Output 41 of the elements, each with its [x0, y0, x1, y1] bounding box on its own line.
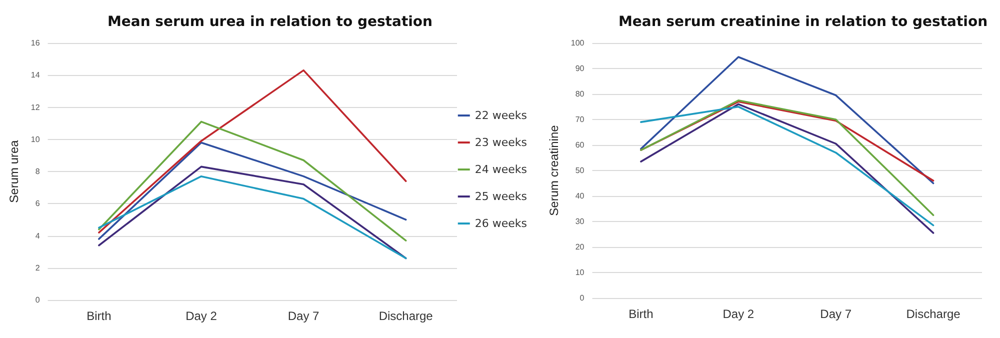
- y-tick-label: 60: [575, 140, 585, 150]
- line-series: [640, 56, 934, 184]
- legend-label: 24 weeks: [474, 163, 528, 176]
- y-axis-title: Serum urea: [7, 140, 21, 203]
- x-tick-label: Birth: [86, 309, 112, 323]
- line-series: [98, 69, 407, 234]
- x-tick-label: Day 7: [820, 307, 852, 321]
- y-axis-title: Serum creatinine: [547, 124, 561, 216]
- y-tick-label: 50: [575, 166, 585, 175]
- legend-label: 22 weeks: [474, 109, 528, 122]
- y-tick-label: 4: [35, 231, 40, 240]
- legend-label: 23 weeks: [474, 136, 528, 149]
- chart-title: Mean serum creatinine in relation to gestation: [618, 14, 988, 30]
- x-tick-label: Day 7: [288, 309, 320, 323]
- x-tick-label: Day 2: [722, 307, 754, 321]
- y-tick-label: 80: [575, 90, 585, 98]
- y-tick-label: 12: [30, 102, 40, 112]
- y-tick-label: 8: [35, 167, 40, 176]
- y-tick-label: 40: [575, 192, 585, 200]
- y-tick-label: 10: [575, 268, 585, 277]
- x-tick-label: Discharge: [906, 307, 961, 321]
- line-series: [98, 142, 407, 240]
- y-tick-label: 16: [30, 38, 40, 48]
- y-tick-label: 90: [575, 64, 585, 73]
- line-series: [98, 120, 407, 242]
- y-tick-label: 0: [35, 296, 40, 304]
- y-tick-label: 10: [30, 134, 40, 144]
- x-tick-label: Day 2: [186, 309, 218, 323]
- y-tick-label: 6: [35, 199, 40, 208]
- y-tick-label: 100: [570, 38, 585, 48]
- legend-label: 25 weeks: [474, 190, 528, 203]
- y-tick-label: 20: [575, 242, 585, 252]
- y-tick-label: 70: [575, 115, 585, 124]
- y-tick-label: 30: [575, 217, 585, 226]
- x-tick-label: Birth: [628, 307, 654, 321]
- y-tick-label: 14: [30, 70, 40, 80]
- y-tick-label: 2: [35, 263, 40, 272]
- x-tick-label: Discharge: [378, 309, 434, 323]
- legend-label: 26 weeks: [474, 217, 528, 230]
- y-tick-label: 0: [580, 294, 585, 302]
- chart-title: Mean serum urea in relation to gestation: [107, 14, 433, 30]
